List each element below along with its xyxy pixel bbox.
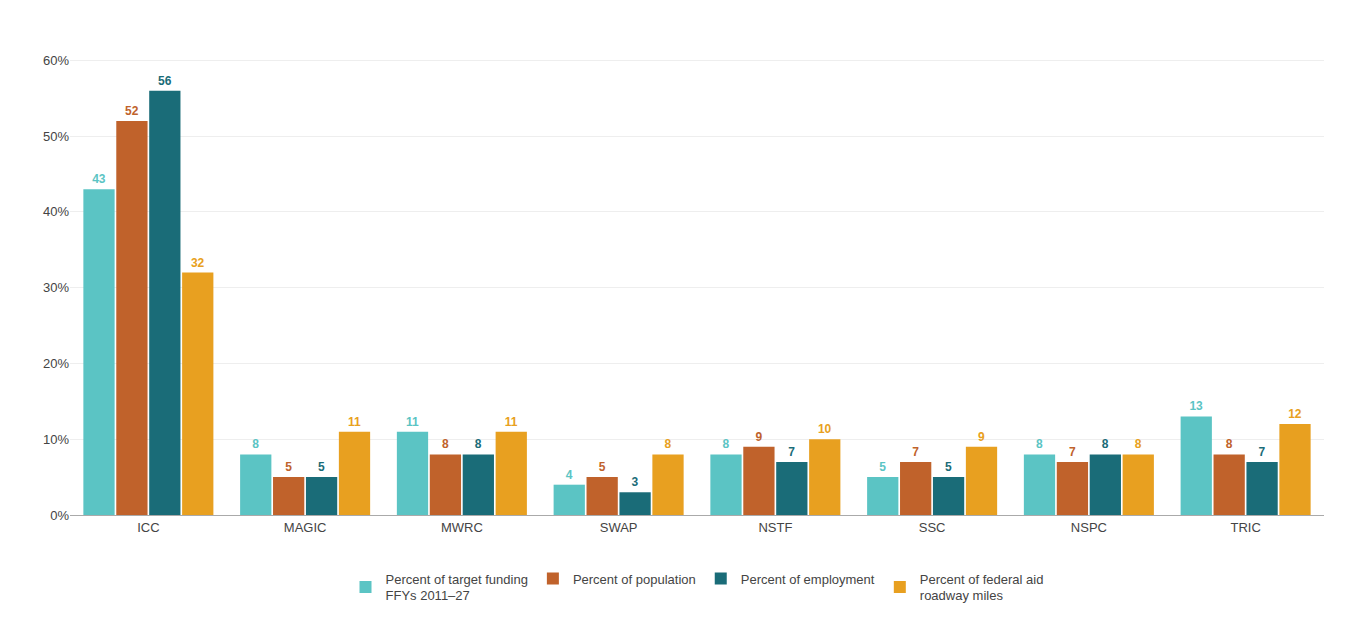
svg-text:20%: 20%	[43, 356, 69, 371]
svg-text:5: 5	[599, 460, 606, 474]
svg-text:0%: 0%	[50, 508, 69, 523]
svg-text:SWAP: SWAP	[600, 520, 638, 535]
svg-text:Percent of federal aidroadway: Percent of federal aidroadway miles	[920, 572, 1044, 604]
svg-text:NSTF: NSTF	[758, 520, 792, 535]
svg-text:3: 3	[632, 475, 639, 489]
svg-text:12: 12	[1288, 407, 1302, 421]
svg-text:SSC: SSC	[919, 520, 946, 535]
svg-text:10%: 10%	[43, 432, 69, 447]
svg-text:10: 10	[818, 422, 832, 436]
svg-text:50%: 50%	[43, 129, 69, 144]
svg-text:8: 8	[1102, 437, 1109, 451]
svg-text:43: 43	[92, 172, 106, 186]
svg-text:4: 4	[566, 468, 573, 482]
svg-text:11: 11	[348, 415, 361, 429]
svg-text:MAGIC: MAGIC	[284, 520, 327, 535]
svg-text:13: 13	[1189, 399, 1203, 413]
svg-text:52: 52	[125, 104, 139, 118]
svg-text:ICC: ICC	[137, 520, 159, 535]
svg-text:Percent of population: Percent of population	[573, 572, 696, 587]
svg-text:9: 9	[978, 430, 985, 444]
svg-text:5: 5	[879, 460, 886, 474]
svg-text:8: 8	[665, 437, 672, 451]
svg-text:8: 8	[722, 437, 729, 451]
svg-text:5: 5	[285, 460, 292, 474]
svg-text:8: 8	[1036, 437, 1043, 451]
svg-text:7: 7	[912, 445, 919, 459]
svg-text:8: 8	[1135, 437, 1142, 451]
svg-text:7: 7	[1069, 445, 1076, 459]
svg-text:11: 11	[406, 415, 419, 429]
svg-text:5: 5	[945, 460, 952, 474]
svg-text:Percent of employment: Percent of employment	[741, 572, 875, 587]
svg-text:NSPC: NSPC	[1071, 520, 1107, 535]
svg-text:8: 8	[475, 437, 482, 451]
svg-text:11: 11	[505, 415, 518, 429]
svg-text:30%: 30%	[43, 280, 69, 295]
svg-text:7: 7	[1259, 445, 1266, 459]
svg-text:MWRC: MWRC	[441, 520, 483, 535]
svg-text:32: 32	[191, 256, 205, 270]
svg-text:Percent of target fundingFFYs: Percent of target fundingFFYs 2011–27	[386, 572, 528, 604]
svg-text:8: 8	[1226, 437, 1233, 451]
svg-text:8: 8	[252, 437, 259, 451]
svg-text:8: 8	[442, 437, 449, 451]
svg-text:TRIC: TRIC	[1230, 520, 1260, 535]
svg-text:5: 5	[318, 460, 325, 474]
svg-text:7: 7	[788, 445, 795, 459]
svg-text:60%: 60%	[43, 53, 69, 68]
svg-text:56: 56	[158, 74, 172, 88]
svg-text:40%: 40%	[43, 204, 69, 219]
svg-text:9: 9	[755, 430, 762, 444]
